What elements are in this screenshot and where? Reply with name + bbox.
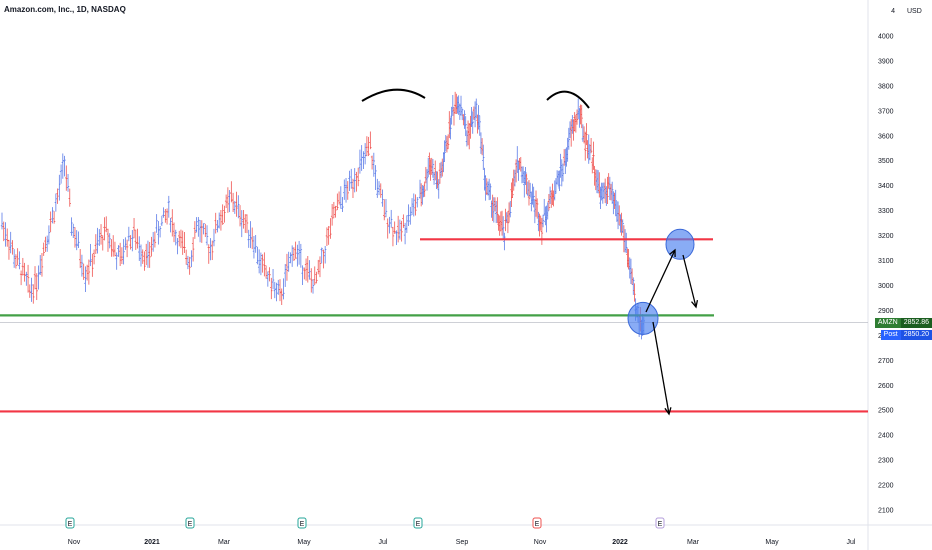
y-tick-label: 2500 bbox=[878, 408, 894, 415]
peak-arc-right bbox=[546, 90, 590, 109]
arrow-down-to-support bbox=[682, 254, 697, 308]
y-tick-label: 3400 bbox=[878, 183, 894, 190]
arrow-down-to-target-head bbox=[664, 407, 672, 416]
symbol-title: Amazon.com, Inc., 1D, NASDAQ bbox=[4, 5, 126, 14]
x-tick-label: May bbox=[765, 539, 779, 546]
y-tick-label: 2900 bbox=[878, 308, 894, 315]
y-tick-label: 3800 bbox=[878, 83, 894, 90]
earnings-marker bbox=[297, 517, 307, 529]
y-tick-label: 3100 bbox=[878, 258, 894, 265]
y-tick-label: 2600 bbox=[878, 383, 894, 390]
arrow-up-to-resistance bbox=[645, 249, 676, 313]
earnings-marker bbox=[65, 517, 75, 529]
currency-label: USD bbox=[907, 8, 922, 15]
badge-symbol: AMZN bbox=[874, 318, 901, 328]
x-tick-label: Nov bbox=[68, 539, 81, 546]
y-tick-label: 3300 bbox=[878, 208, 894, 215]
y-tick-label: 3600 bbox=[878, 133, 894, 140]
x-tick-label: 2022 bbox=[612, 539, 628, 546]
arrow-up-to-resistance-head bbox=[669, 248, 676, 258]
x-tick-label: Jul bbox=[847, 539, 856, 546]
x-tick-label: Nov bbox=[534, 539, 547, 546]
x-tick-label: May bbox=[297, 539, 311, 546]
y-tick-label: 2400 bbox=[878, 433, 894, 440]
y-tick-label: 3900 bbox=[878, 58, 894, 65]
earnings-label: E bbox=[535, 521, 540, 528]
y-tick-label: 3700 bbox=[878, 108, 894, 115]
earnings-marker bbox=[413, 517, 423, 529]
currency-prefix: 4 bbox=[891, 8, 895, 15]
y-tick-label: 3500 bbox=[878, 158, 894, 165]
y-tick-label: 2300 bbox=[878, 458, 894, 465]
post-price-badge: Post 2850.20 bbox=[880, 330, 932, 340]
arrow-down-to-target bbox=[652, 321, 670, 415]
earnings-label: E bbox=[68, 521, 73, 528]
x-tick-label: Mar bbox=[218, 539, 231, 546]
y-tick-label: 2700 bbox=[878, 358, 894, 365]
earnings-marker bbox=[185, 517, 195, 529]
y-tick-label: 2200 bbox=[878, 483, 894, 490]
earnings-label: E bbox=[416, 521, 421, 528]
y-tick-label: 2100 bbox=[878, 508, 894, 515]
y-tick-label: 4000 bbox=[878, 34, 894, 41]
earnings-label: E bbox=[300, 521, 305, 528]
peak-arc-left bbox=[361, 88, 426, 102]
y-tick-label: 3000 bbox=[878, 283, 894, 290]
resistance-retest-circle bbox=[665, 228, 695, 260]
x-tick-label: Mar bbox=[687, 539, 700, 546]
x-tick-label: Sep bbox=[456, 539, 469, 546]
x-tick-label: Jul bbox=[379, 539, 388, 546]
earnings-label: E bbox=[188, 521, 193, 528]
badge-post-label: Post bbox=[880, 330, 901, 340]
earnings-marker bbox=[655, 517, 665, 529]
earnings-label: E bbox=[658, 521, 663, 528]
badge-post-price: 2850.20 bbox=[900, 330, 932, 340]
earnings-marker bbox=[532, 517, 542, 529]
arrow-down-to-support-head bbox=[691, 300, 699, 309]
last-price-badge: AMZN 2852.86 bbox=[874, 318, 932, 328]
support-break-circle bbox=[627, 301, 659, 335]
x-tick-label: 2021 bbox=[144, 539, 160, 546]
y-tick-label: 3200 bbox=[878, 233, 894, 240]
badge-price: 2852.86 bbox=[900, 318, 932, 328]
